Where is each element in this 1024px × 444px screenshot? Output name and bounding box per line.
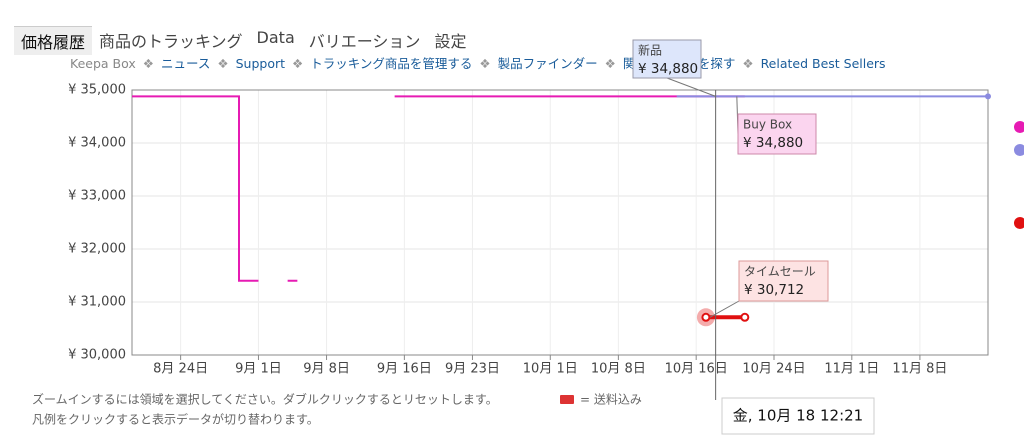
cursor-time: 金, 10月 18 12:21 [733,407,863,425]
tab[interactable]: 価格履歴 [14,26,93,55]
y-tick-label: ¥ 32,000 [68,242,126,257]
tab[interactable]: Data [256,28,295,47]
tab[interactable]: バリエーション [308,32,421,51]
tooltip-price: ¥ 30,712 [744,282,804,298]
tab[interactable]: 商品のトラッキング [99,32,243,51]
end-point [985,93,991,100]
tooltip-connector [666,77,716,97]
nav-link[interactable]: Related Best Sellers [760,56,886,71]
time-box [721,397,875,435]
y-tick-label: ¥ 34,000 [68,136,126,151]
footer-note: = 送料込み [580,392,642,407]
y-tick-label: ¥ 31,000 [68,295,126,310]
nav-link[interactable]: ニュース [160,56,211,71]
y-tick-label: ¥ 33,000 [68,189,126,204]
tooltip [632,39,702,79]
x-tick-label: 10月 1日 [523,362,578,377]
deal-point [701,312,711,322]
tab[interactable]: 設定 [434,32,467,51]
x-tick-label: 10月 8日 [591,362,646,377]
footer-note: ズームインするには領域を選択してください。ダブルクリックするとリセットします。 [32,392,498,407]
tooltip-title: タイムセール [744,265,816,279]
x-tick-label: 11月 1日 [824,362,879,377]
x-tick-label: 10月 16日 [665,362,728,377]
x-tick-label: 11月 8日 [892,362,947,377]
x-tick-label: 9月 8日 [303,362,350,377]
tooltip-price: ¥ 34,880 [638,61,698,77]
tooltip-price: ¥ 34,880 [743,135,803,151]
tooltip-title: 新品 [638,43,662,58]
deal-point [740,312,750,322]
legend-marker [1014,144,1024,156]
plot-frame [131,89,989,356]
x-tick-label: 9月 23日 [445,362,500,377]
nav-link[interactable]: Keepa Box [70,56,136,71]
tooltip-connector [709,300,740,318]
nav-link[interactable]: 製品ファインダー [497,56,598,71]
separator: ❖ [142,56,154,71]
nav-link[interactable]: Support [235,56,286,71]
tooltip-title: Buy Box [743,118,792,132]
separator: ❖ [479,56,491,71]
tooltip [737,113,817,155]
price-line [132,95,745,282]
x-tick-label: 9月 1日 [235,362,282,377]
separator: ❖ [217,56,229,71]
legend-marker [1014,121,1024,133]
x-tick-label: 8月 24日 [153,362,208,377]
separator: ❖ [292,56,304,71]
x-tick-label: 10月 24日 [742,362,805,377]
x-tick-label: 9月 16日 [377,362,432,377]
legend-marker [1014,217,1024,229]
nav-link[interactable]: トラッキング商品を管理する [310,56,473,71]
separator: ❖ [742,56,754,71]
tooltip [738,260,829,302]
footer-note: 凡例をクリックすると表示データが切り替わります。 [32,412,319,427]
y-tick-label: ¥ 35,000 [68,83,126,98]
y-tick-label: ¥ 30,000 [68,348,126,363]
tabs: 価格履歴 商品のトラッキング Data バリエーション 設定 [14,26,473,55]
shipping-icon [560,395,574,404]
separator: ❖ [604,56,616,71]
